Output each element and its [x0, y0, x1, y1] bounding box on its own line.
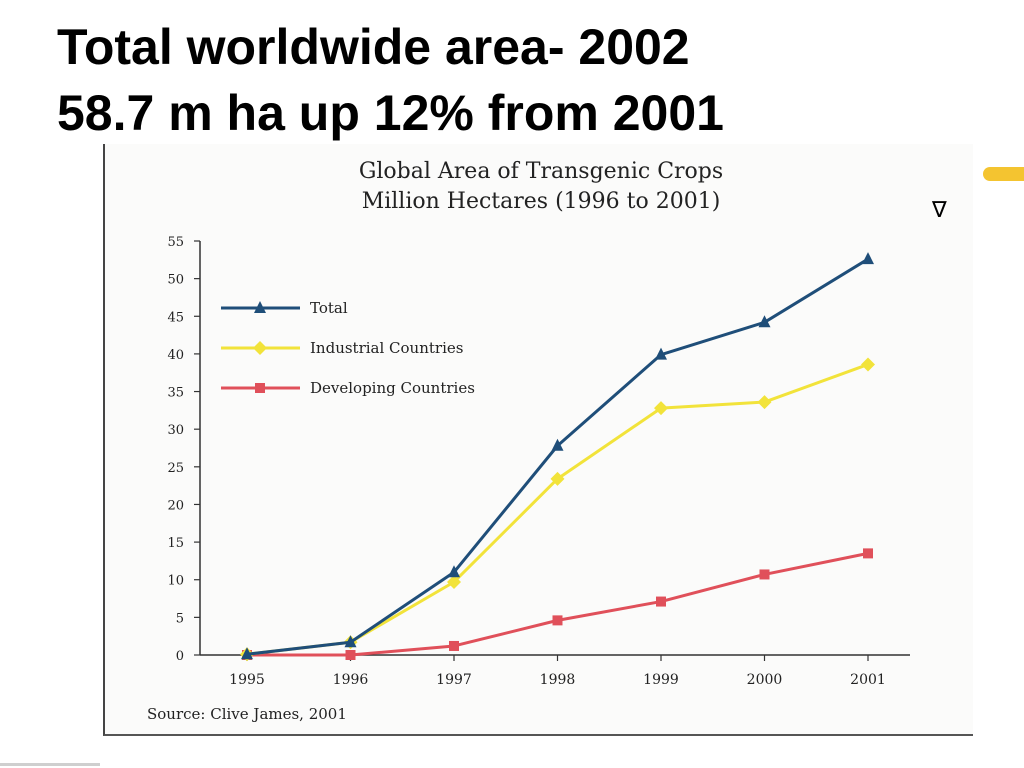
y-tick-label: 35: [167, 386, 184, 401]
x-tick-label: 1996: [333, 672, 369, 688]
nabla-symbol: ∇: [932, 198, 947, 223]
y-tick-label: 0: [176, 649, 184, 664]
slide-title: Total worldwide area- 2002 58.7 m ha up …: [57, 14, 724, 146]
data-point: [656, 596, 666, 607]
legend-label: Total: [310, 299, 348, 317]
data-point: [655, 347, 667, 360]
legend-label: Industrial Countries: [310, 339, 463, 357]
data-point: [447, 574, 461, 589]
x-tick-label: 1998: [540, 672, 576, 688]
data-point: [550, 471, 565, 486]
y-tick-label: 20: [167, 498, 184, 513]
data-point: [551, 438, 564, 451]
chart-legend: Total Industrial Countries Developing Coun…: [221, 299, 475, 397]
chart-title: Global Area of Transgenic Crops: [359, 159, 723, 184]
y-tick-label: 10: [167, 574, 184, 589]
bottom-divider: [0, 763, 100, 766]
data-point: [757, 395, 772, 410]
title-line-1: Total worldwide area- 2002: [57, 19, 690, 75]
y-tick-label: 25: [167, 461, 184, 476]
y-tick-label: 40: [167, 348, 184, 363]
x-tick-label: 2000: [747, 672, 783, 688]
y-tick-label: 15: [167, 536, 184, 551]
x-tick-label: 1999: [643, 672, 679, 688]
y-tick-label: 30: [167, 423, 184, 438]
title-line-2: 58.7 m ha up 12% from 2001: [57, 85, 724, 141]
y-tick-label: 45: [167, 310, 184, 325]
data-point: [863, 548, 873, 559]
y-tick-label: 55: [167, 235, 184, 250]
scanned-chart-frame: [103, 144, 973, 736]
series-line: [246, 363, 869, 656]
data-point: [758, 315, 771, 328]
legend-label: Developing Countries: [310, 379, 475, 397]
y-tick-label: 5: [176, 611, 184, 626]
data-point: [345, 650, 356, 660]
chart-source: Source: Clive James, 2001: [147, 705, 347, 723]
y-tick-label: 50: [167, 273, 184, 288]
x-tick-label: 1995: [229, 672, 265, 688]
highlighter-stroke: [983, 167, 1024, 181]
data-point: [448, 565, 460, 578]
legend-marker: [253, 341, 267, 355]
data-point: [862, 252, 874, 265]
data-point: [759, 569, 770, 580]
data-point: [344, 635, 357, 648]
x-tick-label: 1997: [436, 672, 472, 688]
data-point: [449, 640, 459, 651]
chart-subtitle: Million Hectares (1996 to 2001): [362, 189, 721, 214]
data-point: [861, 357, 875, 372]
legend-marker: [254, 301, 266, 313]
chart-series: [240, 252, 875, 662]
data-point: [654, 401, 668, 416]
x-tick-label: 2001: [850, 672, 886, 688]
data-point: [241, 647, 253, 660]
legend-marker: [255, 383, 265, 393]
series-line: [246, 257, 869, 656]
data-point: [552, 615, 563, 626]
series-line: [247, 551, 869, 657]
